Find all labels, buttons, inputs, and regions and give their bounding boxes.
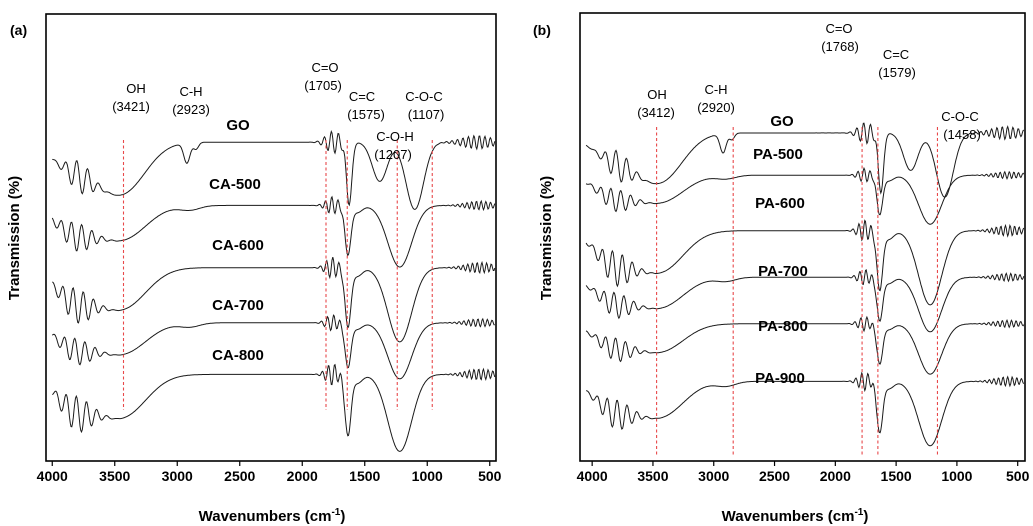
- x-tick-label: 2500: [759, 468, 790, 484]
- series-label-pa-800: PA-800: [758, 318, 808, 335]
- series-label-go: GO: [226, 117, 250, 134]
- band-wavenumber-label: (3421): [112, 99, 150, 114]
- x-tick-label: 2000: [820, 468, 851, 484]
- panel-b-y-axis-label: Transmission (%): [538, 176, 555, 300]
- panel-b-band-annotations: OH (3412) C-H (2920) C=O (1768) C=C (1579) C-O-C…: [637, 21, 981, 142]
- x-tick-label: 3000: [698, 468, 729, 484]
- x-tick-label: 2000: [287, 468, 318, 484]
- spectrum-line-ca-500: [51, 195, 496, 268]
- spectrum-line-pa-600: [585, 219, 1025, 306]
- series-label-go: GO: [770, 113, 794, 130]
- panel-a-x-axis-label: Wavenumbers (cm-1): [199, 507, 346, 525]
- series-label-ca-800: CA-800: [212, 347, 264, 364]
- panel-a-x-ticks: 4000 3500 3000 2500 2000 1500 1000 500: [37, 461, 502, 484]
- x-tick-label: 1000: [941, 468, 972, 484]
- panel-b: (b) Transmission (%) Wavenumbers (cm-1) …: [533, 12, 1030, 525]
- panel-a-band-annotations: OH (3421) C-H (2923) C=O (1705) C=C (1575) C-O-H…: [112, 60, 444, 162]
- spectrum-line-ca-700: [51, 314, 495, 380]
- spectrum-line-go: [585, 122, 1025, 198]
- panel-a-reference-lines: [122, 140, 433, 410]
- band-group-label: C-O-H: [376, 129, 414, 144]
- band-group-label: C-O-C: [941, 109, 979, 124]
- band-group-label: C-H: [704, 82, 727, 97]
- band-wavenumber-label: (1768): [821, 39, 859, 54]
- band-wavenumber-label: (1458): [943, 127, 981, 142]
- x-tick-label: 1500: [881, 468, 912, 484]
- panel-a-series-labels: GO CA-500 CA-600 CA-700 CA-800: [209, 117, 264, 364]
- spectrum-line-ca-800: [52, 363, 496, 452]
- band-group-label: C-H: [179, 84, 202, 99]
- x-axis-label-close: ): [340, 508, 345, 525]
- series-label-pa-900: PA-900: [755, 370, 805, 387]
- spectrum-line-pa-800: [585, 315, 1025, 375]
- band-group-label: C-O-C: [405, 89, 443, 104]
- panel-a: (a) Transmission (%) Wavenumbers (cm-1) …: [6, 13, 502, 525]
- spectrum-line-go: [52, 130, 496, 210]
- band-wavenumber-label: (2920): [697, 100, 735, 115]
- band-group-label: C=C: [883, 47, 909, 62]
- x-tick-label: 1500: [349, 468, 380, 484]
- spectrum-line-pa-500: [585, 166, 1025, 225]
- panel-a-y-axis-label: Transmission (%): [6, 176, 23, 300]
- band-wavenumber-label: (1575): [347, 107, 385, 122]
- panel-b-x-ticks: 4000 3500 3000 2500 2000 1500 1000 500: [577, 461, 1030, 484]
- x-tick-label: 500: [1006, 468, 1030, 484]
- x-axis-label-close: ): [863, 508, 868, 525]
- panel-b-x-axis-label: Wavenumbers (cm-1): [722, 507, 869, 525]
- panel-b-label: (b): [533, 22, 551, 38]
- band-group-label: OH: [126, 81, 146, 96]
- x-tick-label: 1000: [412, 468, 443, 484]
- series-label-pa-700: PA-700: [758, 263, 808, 280]
- x-tick-label: 4000: [577, 468, 608, 484]
- x-tick-label: 2500: [224, 468, 255, 484]
- band-group-label: OH: [647, 87, 667, 102]
- panel-b-plot-frame: [579, 12, 1026, 462]
- band-wavenumber-label: (2923): [172, 102, 210, 117]
- band-wavenumber-label: (1705): [304, 78, 342, 93]
- band-group-label: C=O: [825, 21, 852, 36]
- series-label-ca-500: CA-500: [209, 176, 261, 193]
- x-axis-label-superscript: -1: [854, 507, 863, 518]
- band-wavenumber-label: (3412): [637, 105, 675, 120]
- panel-a-spectra: [51, 130, 496, 452]
- panel-b-reference-lines: [656, 127, 939, 455]
- panel-b-spectra: [585, 122, 1025, 447]
- x-tick-label: 3500: [637, 468, 668, 484]
- panel-a-plot-frame: [45, 13, 497, 462]
- band-group-label: C=O: [311, 60, 338, 75]
- band-wavenumber-label: (1107): [408, 107, 445, 122]
- band-group-label: C=C: [349, 89, 375, 104]
- x-tick-label: 3500: [99, 468, 130, 484]
- spectrum-line-ca-600: [52, 256, 496, 343]
- band-wavenumber-label: (1579): [878, 65, 916, 80]
- x-tick-label: 4000: [37, 468, 68, 484]
- series-label-ca-600: CA-600: [212, 237, 264, 254]
- x-tick-label: 500: [478, 468, 502, 484]
- panel-b-series-labels: GO PA-500 PA-600 PA-700 PA-800 PA-900: [753, 113, 808, 387]
- spectrum-line-pa-700: [585, 268, 1025, 333]
- series-label-ca-700: CA-700: [212, 297, 264, 314]
- spectrum-line-pa-900: [585, 371, 1025, 447]
- x-tick-label: 3000: [162, 468, 193, 484]
- x-axis-label-text: Wavenumbers (cm: [722, 508, 855, 525]
- x-axis-label-text: Wavenumbers (cm: [199, 508, 332, 525]
- series-label-pa-500: PA-500: [753, 146, 803, 163]
- panel-a-label: (a): [10, 22, 27, 38]
- series-label-pa-600: PA-600: [755, 195, 805, 212]
- x-axis-label-superscript: -1: [331, 507, 340, 518]
- band-wavenumber-label: (1207): [374, 147, 412, 162]
